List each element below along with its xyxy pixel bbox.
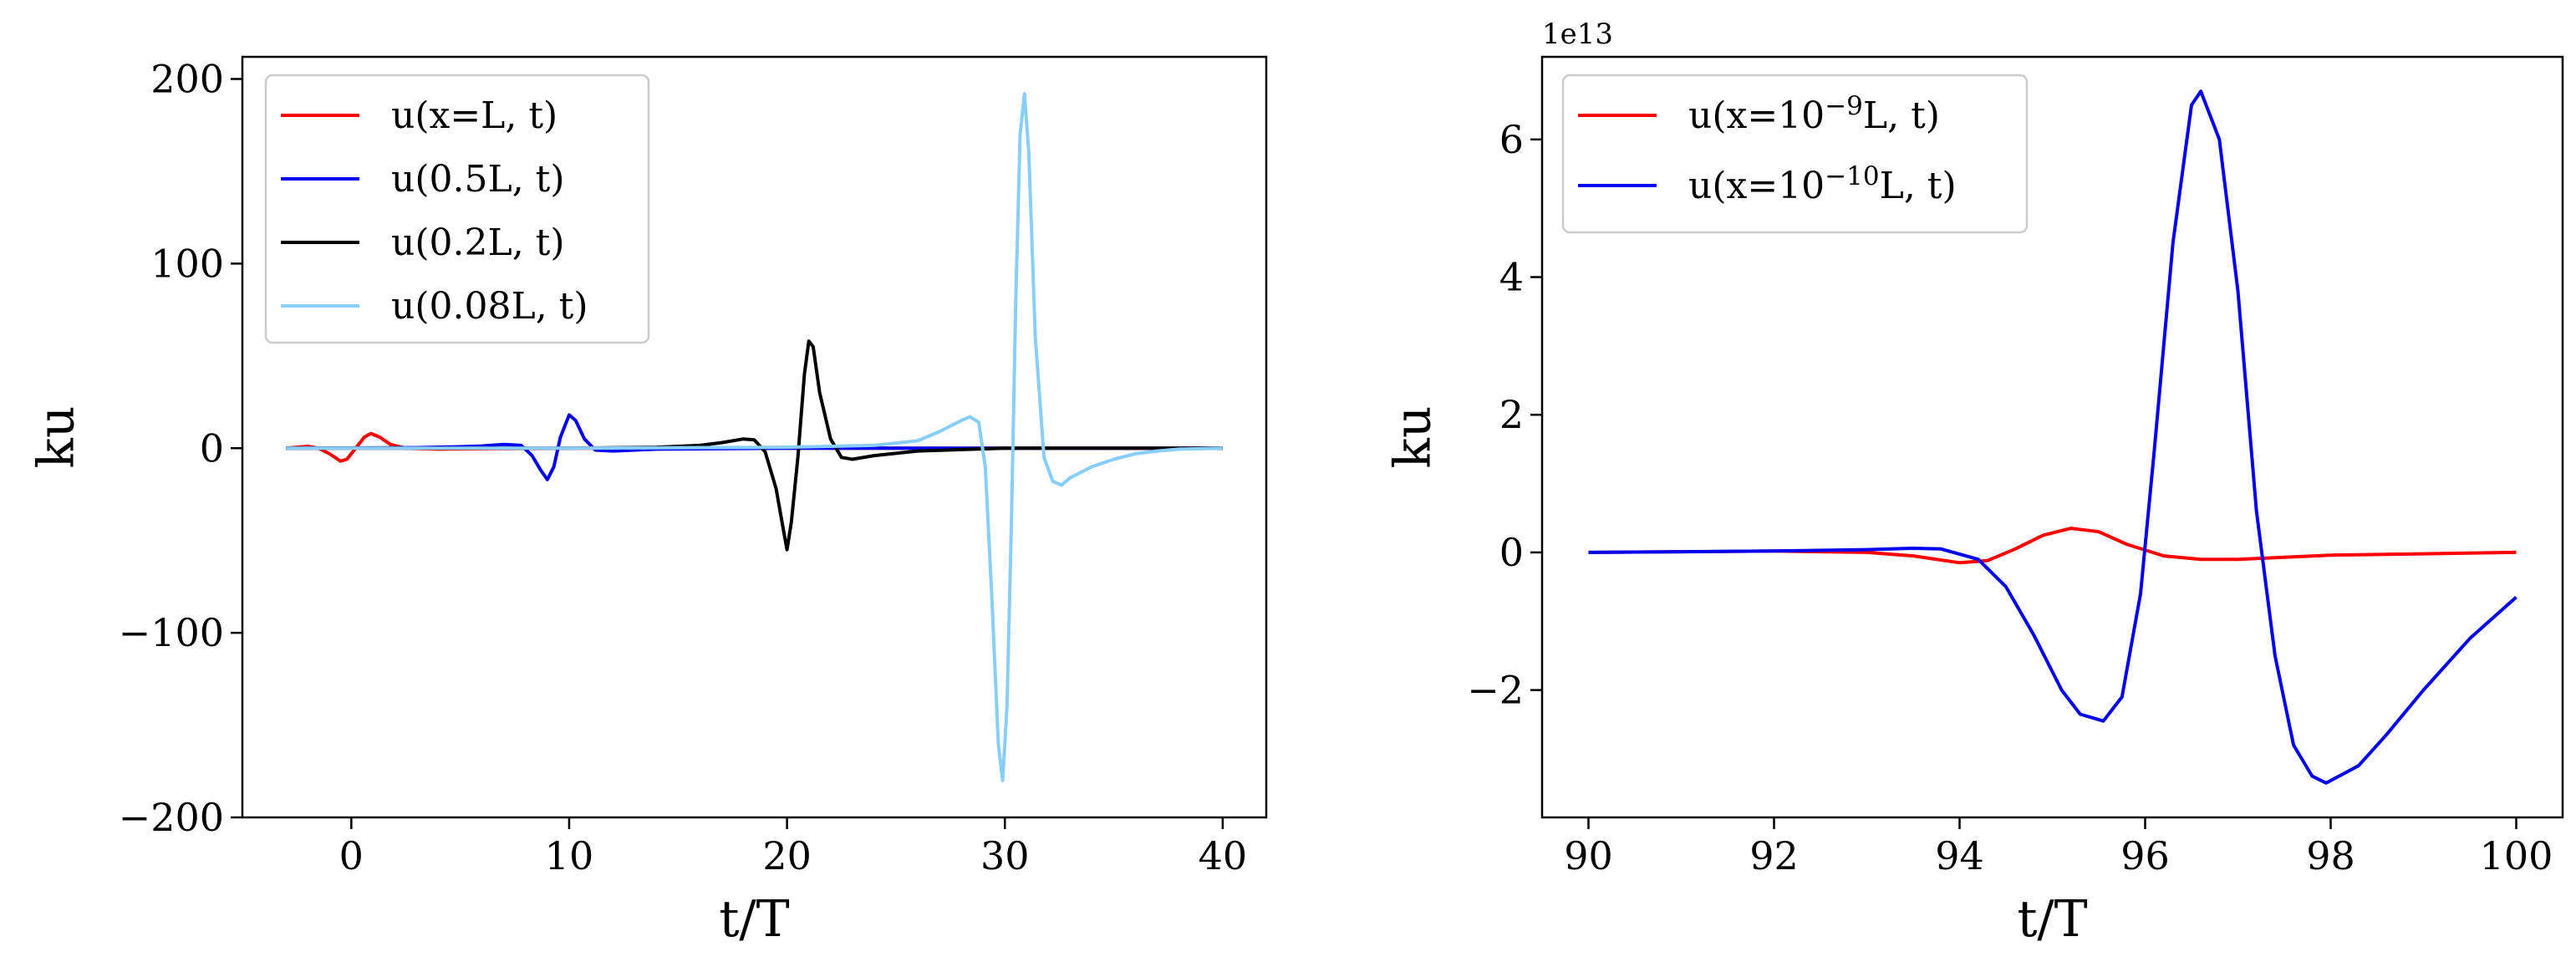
chart1-legend-label-1: u(x=10−10L, t) [1688, 161, 1957, 207]
chart1-y-tick-label-0: −2 [1467, 668, 1524, 713]
chart0-legend-box [264, 74, 650, 344]
left-chart: 0 10 20 30 40 −200 −100 0 100 200 t/T ku u(x=L, t) u(… [28, 55, 1268, 949]
chart1-x-tick-label-5: 100 [2480, 833, 2553, 878]
chart1-x-axis-label: t/T [2017, 890, 2087, 949]
chart0-y-axis-label: ku [28, 406, 86, 469]
chart1-y-axis-label: ku [1384, 406, 1443, 469]
chart0-legend-label-0: u(x=L, t) [391, 94, 557, 137]
chart0-y-tick-label-4: 200 [150, 57, 224, 102]
chart1-x-tick-label-0: 90 [1564, 833, 1613, 878]
chart1-x-tick-label-2: 94 [1935, 833, 1984, 878]
chart0-legend-label-1: u(0.5L, t) [391, 158, 565, 201]
chart0-y-tick-label-3: 100 [150, 241, 224, 286]
chart0-legend-label-3: u(0.08L, t) [391, 285, 588, 328]
chart1-axes-frame [1540, 55, 2564, 819]
chart0-series-line-2 [286, 339, 1223, 552]
chart1-x-tick-label-3: 96 [2120, 833, 2170, 878]
chart0-x-tick-label-2: 20 [762, 833, 812, 878]
chart1-x-tick-label-1: 92 [1749, 833, 1799, 878]
chart1-series-line-0 [1588, 527, 2517, 565]
right-chart: 90 92 94 96 98 100 −2 0 2 4 6 t/T ku 1e13 u(x=10−9L, t… [1384, 18, 2564, 949]
chart0-x-tick-label-4: 40 [1199, 833, 1248, 878]
chart1-y-tick-label-4: 6 [1499, 117, 1524, 162]
chart1-x-tick-label-4: 98 [2306, 833, 2355, 878]
chart0-axes-frame [241, 55, 1268, 819]
chart0-legend-label-2: u(0.2L, t) [391, 221, 565, 264]
chart0-x-tick-label-3: 30 [980, 833, 1030, 878]
chart0-x-tick-label-0: 0 [339, 833, 364, 878]
chart1-legend-box [1561, 74, 2029, 234]
chart0-y-tick-label-2: 0 [200, 425, 224, 471]
chart1-y-tick-label-3: 4 [1499, 255, 1524, 300]
chart1-y-tick-label-1: 0 [1499, 530, 1524, 575]
chart1-legend-label-0: u(x=10−9L, t) [1688, 91, 1940, 137]
chart0-y-tick-label-0: −200 [119, 795, 224, 840]
chart1-y-tick-label-2: 2 [1499, 392, 1524, 437]
chart1-offset-text: 1e13 [1542, 18, 1613, 51]
chart1-series-line-1 [1588, 89, 2517, 785]
chart0-y-tick-label-1: −100 [119, 610, 224, 655]
chart0-series-line-3 [286, 92, 1223, 782]
chart0-x-axis-label: t/T [719, 890, 789, 949]
chart0-x-tick-label-1: 10 [545, 833, 594, 878]
